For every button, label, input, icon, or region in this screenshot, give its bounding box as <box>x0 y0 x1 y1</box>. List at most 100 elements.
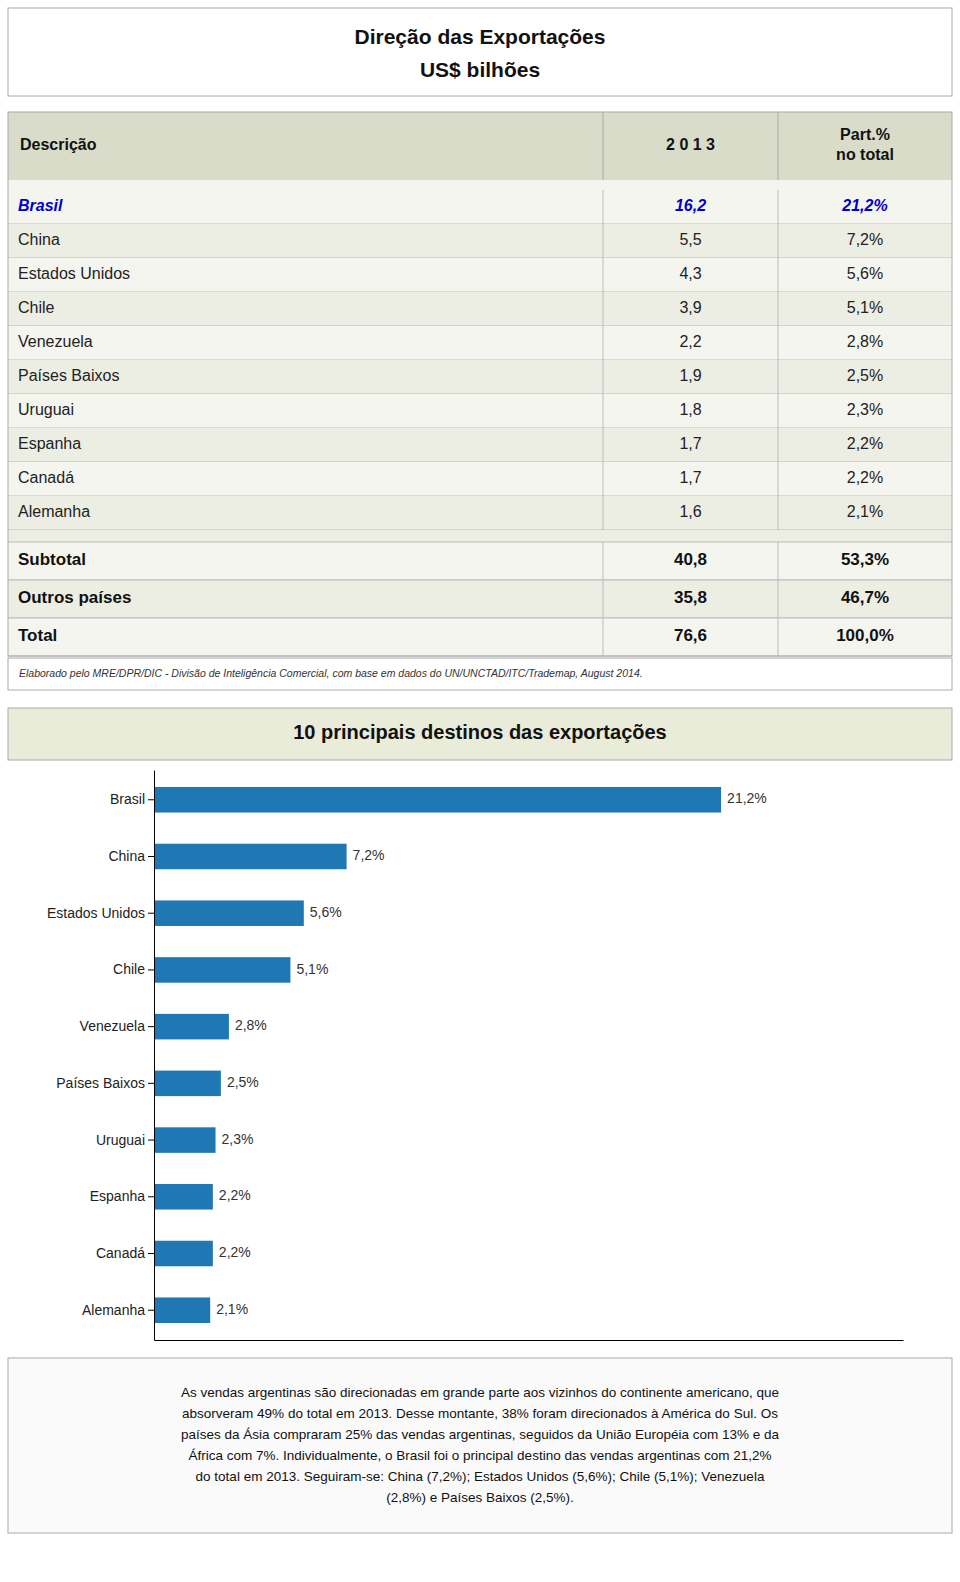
table-separator <box>8 542 952 543</box>
y-tick-label: China <box>108 848 145 864</box>
title-frame <box>8 8 952 96</box>
subtitle: US$ bilhões <box>420 58 540 81</box>
y-tick-label: Estados Unidos <box>47 905 145 921</box>
table-subtotal-cell: 100,0% <box>836 626 894 645</box>
table-row-bg <box>8 326 952 360</box>
y-tick-label: Espanha <box>90 1188 145 1204</box>
chart-title-frame <box>8 708 952 760</box>
table-row-bg <box>8 496 952 530</box>
table-cell: 2,2% <box>847 435 883 452</box>
y-tick: Estados Unidos <box>47 905 154 921</box>
table-cell: 5,6% <box>847 265 883 282</box>
table-divider <box>778 112 779 180</box>
table-subtotal-bg <box>8 618 952 656</box>
y-tick-mark <box>148 856 154 857</box>
table-row-bg <box>8 394 952 428</box>
table-cell: 2,1% <box>847 503 883 520</box>
table-cell: China <box>18 231 60 248</box>
y-tick-mark <box>148 1083 154 1084</box>
table-divider <box>603 542 604 656</box>
y-tick-label: Canadá <box>96 1245 145 1261</box>
source-box: Elaborado pelo MRE/DPR/DIC - Divisão de … <box>8 658 952 690</box>
data-labels: 21,2%7,2%5,6%5,1%2,8%2,5%2,3%2,2%2,2%2,1… <box>216 790 767 1316</box>
footer-box: As vendas argentinas são direcionadas em… <box>8 1358 952 1533</box>
table-row-bg <box>8 292 952 326</box>
bar <box>154 1241 213 1267</box>
table-row-bg <box>8 462 952 496</box>
source-frame <box>8 658 952 690</box>
table-cell: Países Baixos <box>18 367 119 384</box>
table-cell: 2,2 <box>679 333 701 350</box>
table-cell: 7,2% <box>847 231 883 248</box>
table-cell: 1,9 <box>679 367 701 384</box>
table-subtotal-bg <box>8 580 952 618</box>
table-cell: 21,2% <box>841 197 887 214</box>
table-header-cell: Part.%no total <box>836 126 894 163</box>
title: Direção das Exportações <box>355 25 606 48</box>
title-box: Direção das Exportações US$ bilhões <box>8 8 952 96</box>
data-label: 2,2% <box>219 1244 251 1260</box>
x-axis-line <box>155 1340 904 1341</box>
y-axis: BrasilChinaEstados UnidosChileVenezuelaP… <box>47 771 155 1341</box>
y-tick-label: Países Baixos <box>56 1075 145 1091</box>
table-separator <box>8 618 952 619</box>
table-subtotal-bg <box>8 542 952 580</box>
y-tick-label: Chile <box>113 961 145 977</box>
table-cell: 2,2% <box>847 469 883 486</box>
table-subtotal-cell: 53,3% <box>841 550 889 569</box>
table-cell: 1,7 <box>679 435 701 452</box>
y-axis-line <box>154 771 155 1341</box>
table-subtotal-cell: 35,8 <box>674 588 707 607</box>
table-subtotal-cell: 76,6 <box>674 626 707 645</box>
table-separator <box>8 580 952 581</box>
y-tick-mark <box>148 1310 154 1311</box>
y-tick: Países Baixos <box>56 1075 154 1091</box>
table-cell: 5,1% <box>847 299 883 316</box>
table-row-bg <box>8 258 952 292</box>
page: Direção das ExportaçõesUS$ bilhõesDescri… <box>0 0 960 1582</box>
table-row-bg <box>8 428 952 462</box>
table: Descrição2 0 1 3Part.%no totalBrasil16,2… <box>8 112 952 656</box>
table-cell: Canadá <box>18 469 74 486</box>
bar <box>154 1127 216 1153</box>
table-subtotal-cell: 40,8 <box>674 550 707 569</box>
table-divider <box>778 190 779 530</box>
y-tick-label: Uruguai <box>96 1132 145 1148</box>
table-subtotal-cell: 46,7% <box>841 588 889 607</box>
y-tick: Canadá <box>96 1245 154 1261</box>
y-tick: China <box>108 848 154 864</box>
table-cell: 2,3% <box>847 401 883 418</box>
table-spacer <box>8 530 952 542</box>
table-header-cell: 2 0 1 3 <box>666 136 715 153</box>
y-tick-label: Venezuela <box>80 1018 146 1034</box>
table-cell: 4,3 <box>679 265 701 282</box>
data-label: 2,8% <box>235 1017 267 1033</box>
bar <box>154 844 347 870</box>
table-row-bg <box>8 190 952 224</box>
bars <box>154 787 721 1323</box>
y-tick: Chile <box>113 961 154 977</box>
y-tick-mark <box>148 1253 154 1254</box>
table-divider <box>603 190 604 530</box>
table-cell: 3,9 <box>679 299 701 316</box>
bar <box>154 1014 229 1040</box>
y-tick: Uruguai <box>96 1132 154 1148</box>
table-separator <box>8 580 952 581</box>
footer: As vendas argentinas são direcionadas em… <box>181 1385 780 1505</box>
table-subtotal-cell: Outros países <box>18 588 131 607</box>
table-row-bg <box>8 224 952 258</box>
table-border <box>8 112 952 656</box>
data-label: 21,2% <box>727 790 767 806</box>
data-label: 2,5% <box>227 1074 259 1090</box>
table-divider <box>778 542 779 656</box>
data-label: 2,1% <box>216 1301 248 1317</box>
table-cell: Estados Unidos <box>18 265 130 282</box>
table-cell: Brasil <box>18 197 63 214</box>
table-cell: 16,2 <box>675 197 706 214</box>
bar <box>154 1184 213 1210</box>
table-cell: 2,8% <box>847 333 883 350</box>
y-tick-mark <box>148 1196 154 1197</box>
table-cell: 1,8 <box>679 401 701 418</box>
source: Elaborado pelo MRE/DPR/DIC - Divisão de … <box>19 667 643 679</box>
table-separator <box>8 618 952 619</box>
